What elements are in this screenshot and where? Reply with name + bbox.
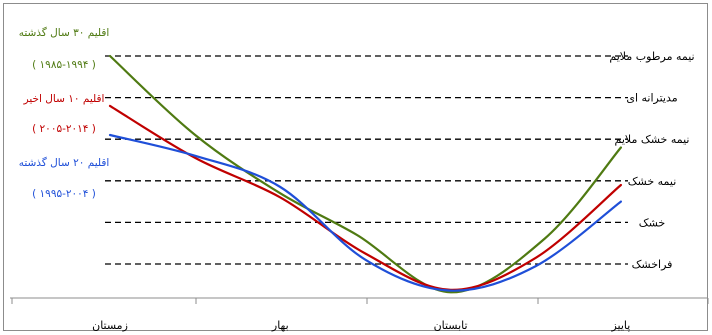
series-lines — [108, 54, 622, 294]
climate-label-1: مدیترانه ای — [626, 92, 677, 105]
series-line-1 — [108, 104, 622, 291]
series-labels: اقلیم ۳۰ سال گذشته ( ۱۹۸۵-۱۹۹۴ ) اقلیم ۱۰ … — [19, 26, 110, 200]
x-label-1: بهار — [271, 319, 289, 332]
series-line-2 — [108, 133, 622, 292]
climate-zone-labels: نیمه مرطوب ملایم مدیترانه ای نیمه خشک ملای… — [609, 50, 694, 271]
x-label-2: تابستان — [434, 319, 468, 332]
climate-label-0: نیمه مرطوب ملایم — [609, 50, 694, 63]
series-label-period-2: ( ۱۹۹۵-۲۰۰۴ ) — [32, 188, 96, 200]
x-label-0: زمستان — [92, 319, 128, 332]
series-label-title-0: اقلیم ۳۰ سال گذشته — [19, 26, 110, 39]
x-axis-labels: زمستان بهار تابستان پاییز — [92, 319, 630, 332]
series-label-period-1: ( ۲۰۰۵-۲۰۱۴ ) — [32, 123, 96, 135]
climate-label-5: فراخشک — [632, 258, 673, 271]
series-label-period-0: ( ۱۹۸۵-۱۹۹۴ ) — [32, 59, 96, 71]
x-axis-ticks — [11, 298, 709, 304]
climate-label-4: خشک — [639, 216, 665, 229]
climate-label-3: نیمه خشک — [628, 175, 677, 188]
climate-label-2: نیمه خشک ملایم — [615, 133, 690, 146]
series-line-0 — [108, 54, 622, 294]
series-label-title-1: اقلیم ۱۰ سال اخیر — [23, 93, 105, 105]
chart-frame — [3, 3, 708, 331]
x-label-3: پاییز — [610, 319, 630, 332]
series-label-title-2: اقلیم ۲۰ سال گذشته — [19, 156, 110, 169]
